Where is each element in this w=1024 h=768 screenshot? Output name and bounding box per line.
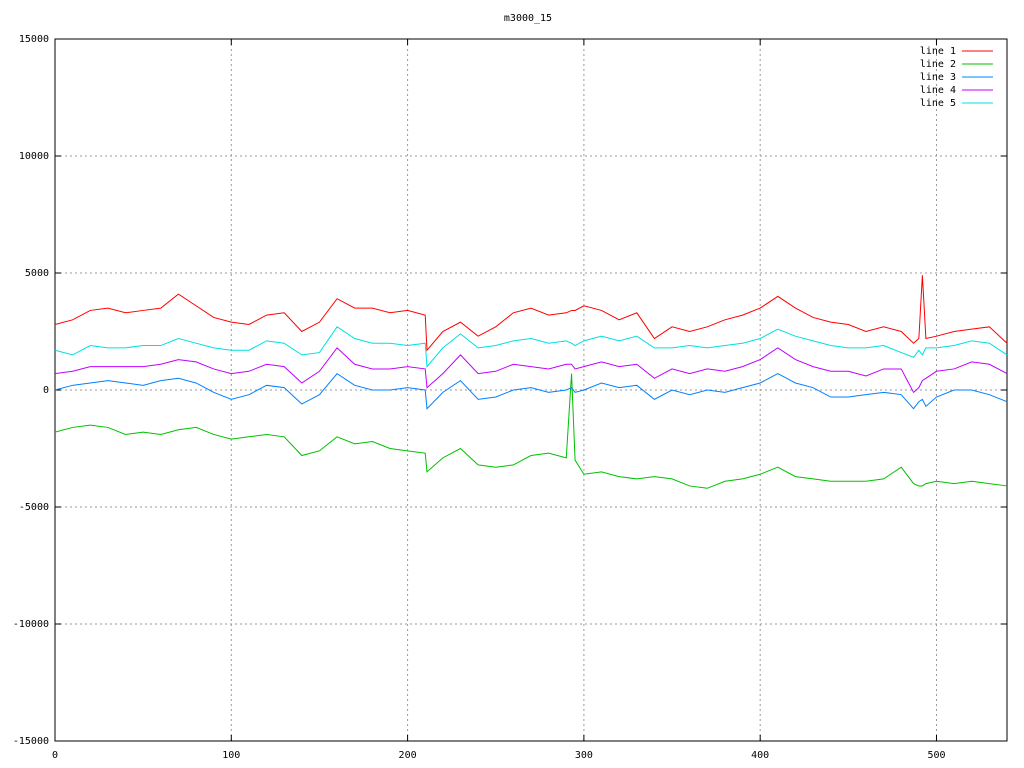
legend-label: line 1	[920, 46, 956, 57]
y-tick-label: 0	[43, 385, 49, 396]
legend-label: line 3	[920, 72, 956, 83]
data-line	[54, 347, 1008, 394]
data-line	[54, 372, 1008, 410]
legend-label: line 2	[920, 59, 956, 70]
y-tick-label: -15000	[13, 736, 49, 747]
y-tick-label: 5000	[25, 268, 49, 279]
x-tick-label: 300	[575, 750, 593, 761]
y-tick-label: -5000	[19, 502, 49, 513]
data-line	[54, 275, 1008, 352]
x-tick-label: 500	[927, 750, 945, 761]
data-line	[54, 326, 1008, 368]
x-tick-label: 400	[751, 750, 769, 761]
y-tick-label: 10000	[19, 151, 49, 162]
legend-label: line 5	[920, 98, 956, 109]
chart-title: m3000_15	[504, 13, 552, 24]
legend-label: line 4	[920, 85, 956, 96]
y-tick-label: 15000	[19, 34, 49, 45]
x-tick-label: 200	[399, 750, 417, 761]
data-line	[54, 373, 1008, 489]
x-tick-label: 100	[222, 750, 240, 761]
y-tick-label: -10000	[13, 619, 49, 630]
x-tick-label: 0	[52, 750, 58, 761]
